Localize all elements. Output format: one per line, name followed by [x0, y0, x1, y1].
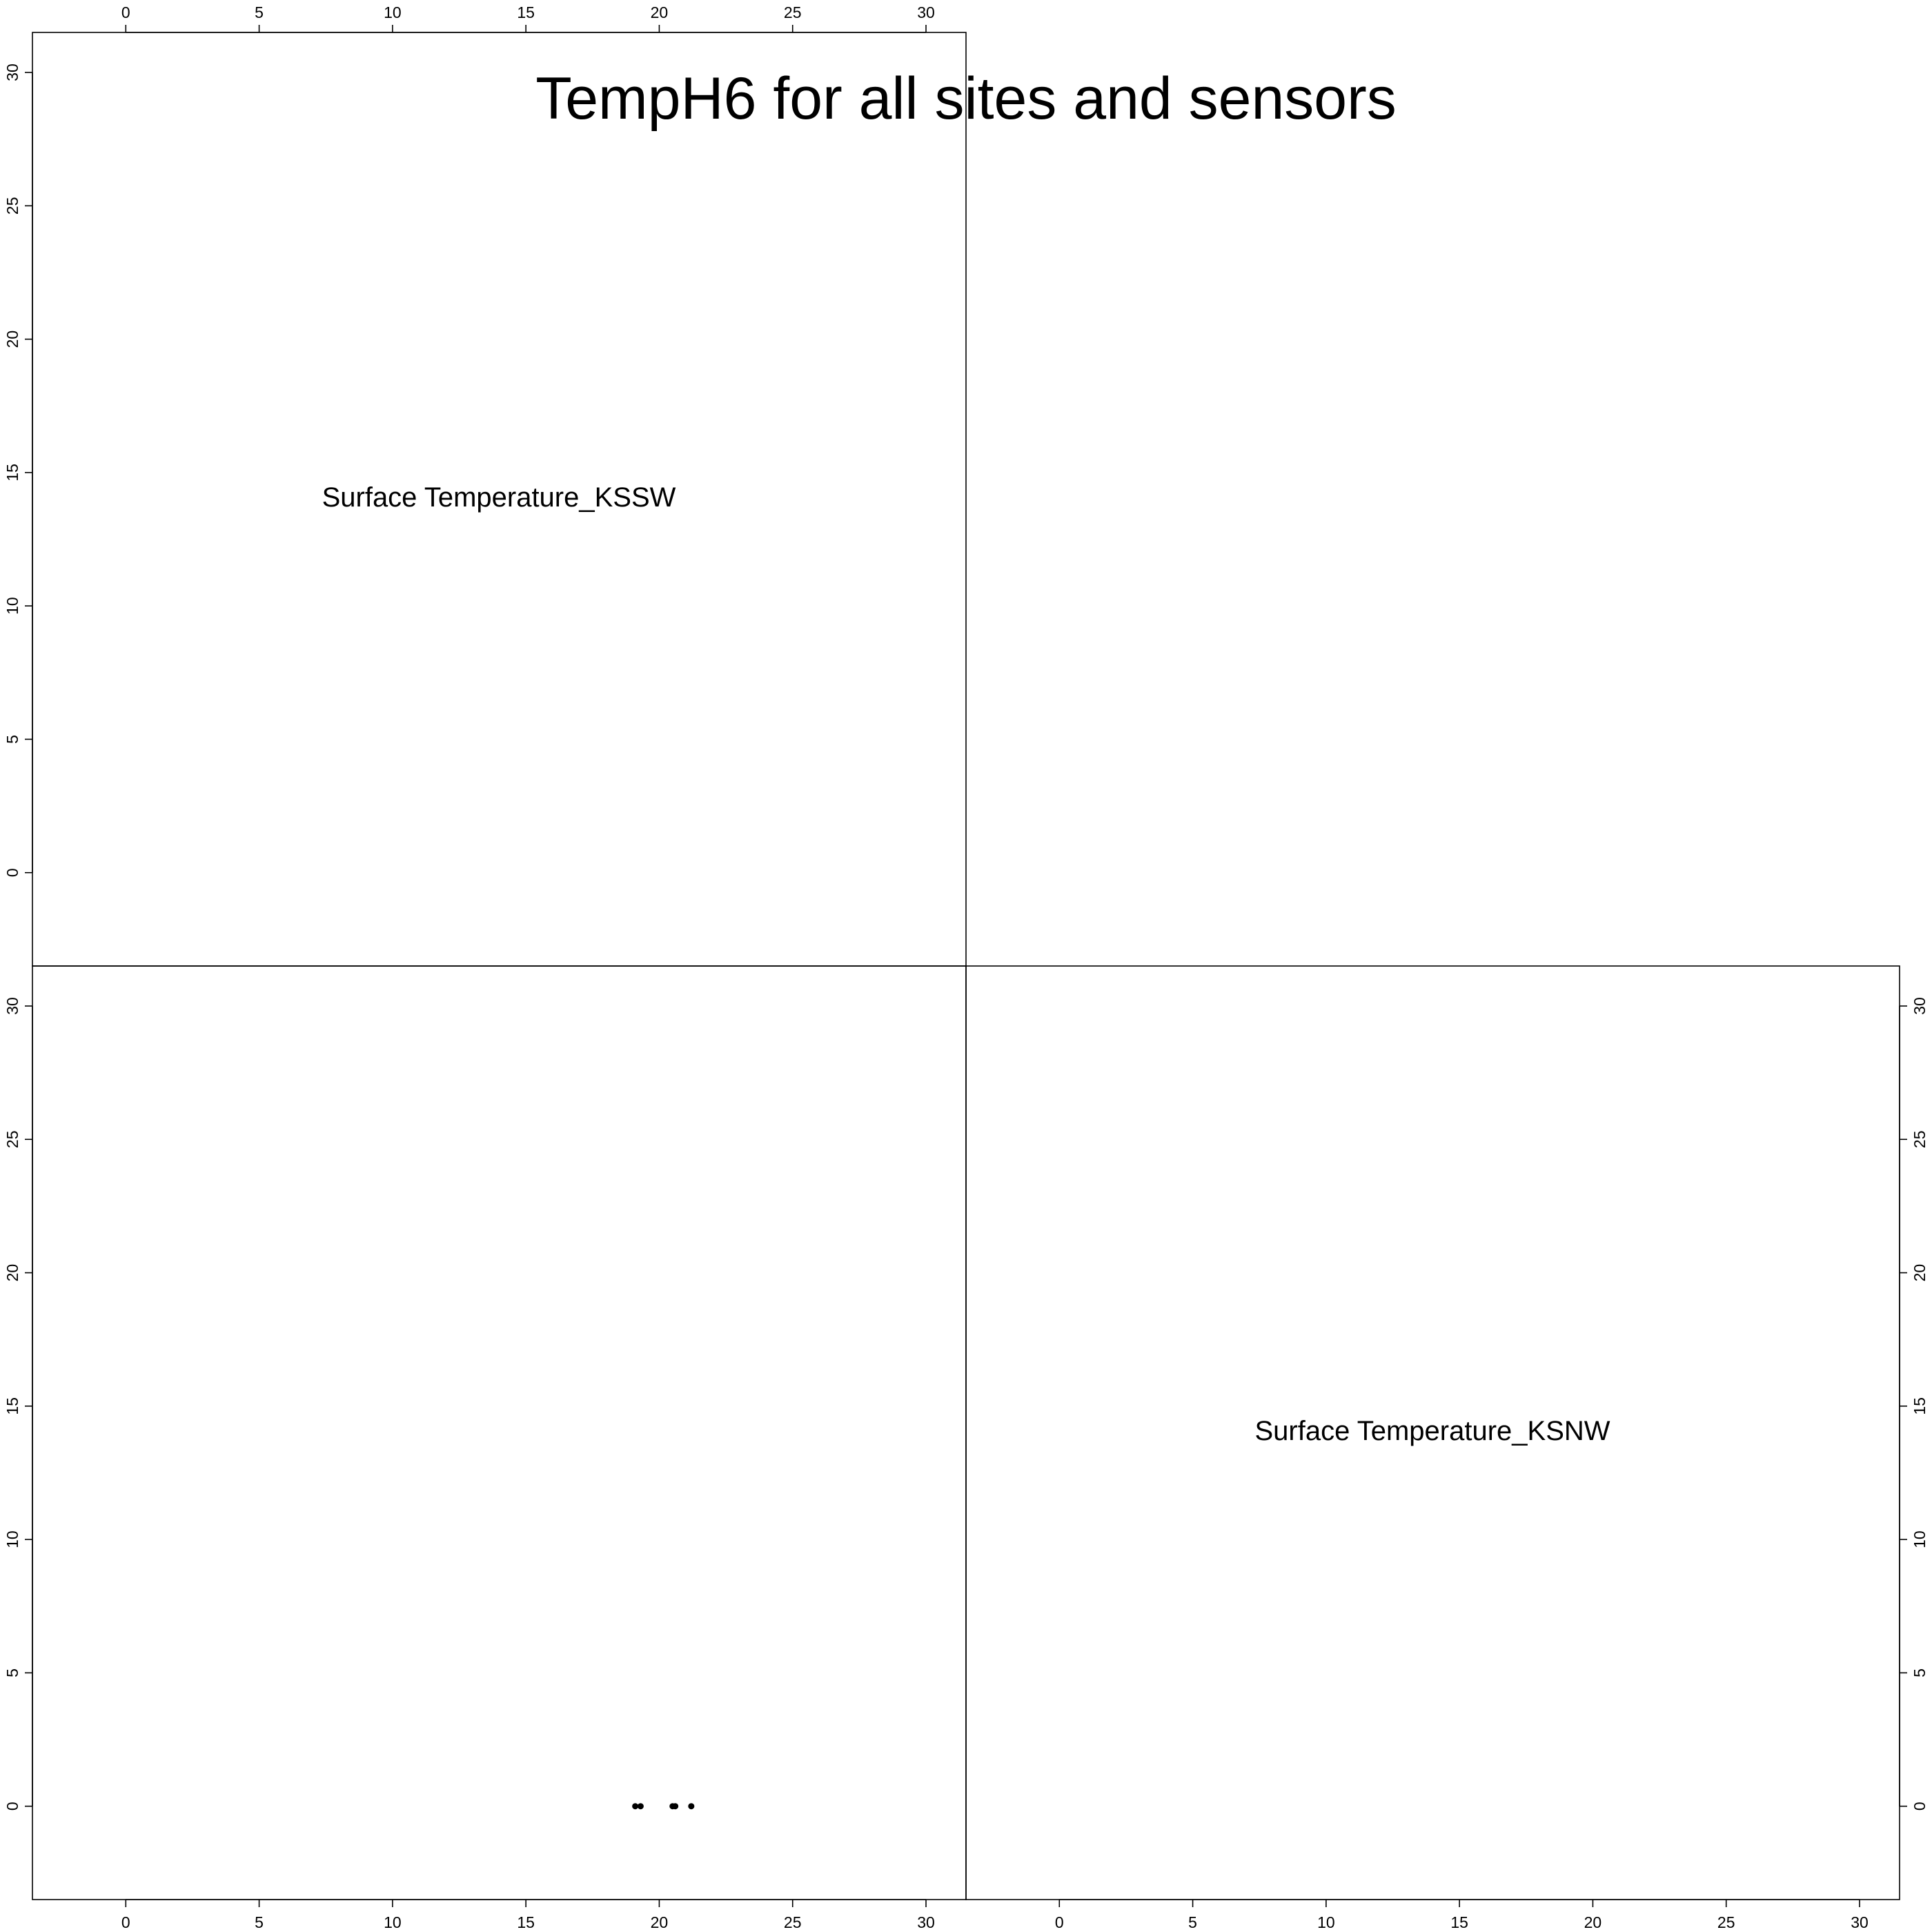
bottom-left-y-axis-tick-label: 15 [3, 1397, 21, 1415]
bottom-right-y-axis-tick-label: 20 [1911, 1264, 1929, 1282]
top-x-axis-tick-label: 0 [121, 3, 130, 21]
bottom-right-x-axis-tick-label: 15 [1450, 1913, 1468, 1931]
top-x-axis-tick-label: 5 [255, 3, 264, 21]
top-left-y-axis-tick-label: 30 [3, 63, 21, 81]
bottom-right-y-axis-tick-label: 0 [1911, 1802, 1929, 1811]
bottom-left-x-axis-tick-label: 30 [917, 1913, 935, 1931]
bottom-right-y-axis-tick-label: 5 [1911, 1668, 1929, 1677]
top-left-y-axis-tick-label: 5 [3, 735, 21, 744]
top-left-y-axis-tick-label: 25 [3, 197, 21, 215]
bottom-right-y-axis-tick-label: 25 [1911, 1130, 1929, 1148]
top-x-axis-tick-label: 20 [651, 3, 669, 21]
top-x-axis-tick-label: 15 [517, 3, 535, 21]
bottom-right-x-axis-tick-label: 25 [1717, 1913, 1735, 1931]
top-left-y-axis-tick-label: 15 [3, 464, 21, 482]
bottom-right-x-axis-tick-label: 5 [1188, 1913, 1197, 1931]
data-point [632, 1803, 639, 1810]
bottom-right-x-axis-tick-label: 0 [1055, 1913, 1064, 1931]
bottom-left-y-axis-tick-label: 30 [3, 997, 21, 1015]
bottom-right-x-axis-tick-label: 30 [1851, 1913, 1869, 1931]
bottom-right-x-axis-tick-label: 10 [1317, 1913, 1335, 1931]
bottom-left-x-axis-tick-label: 0 [121, 1913, 130, 1931]
bottom-right-y-axis-tick-label: 10 [1911, 1530, 1929, 1548]
bottom-left-y-axis-tick-label: 25 [3, 1130, 21, 1148]
data-point [672, 1803, 679, 1810]
top-x-axis-tick-label: 10 [384, 3, 402, 21]
axes-layer: 0 5 10 15 20 25 30 0 5 10 15 20 25 30 0 5 10 15 20 25 30 0 5 10… [3, 3, 1929, 1931]
data-point [637, 1803, 644, 1810]
bottom-right-y-axis-tick-label: 30 [1911, 997, 1929, 1015]
bottom-right-x-axis-tick-label: 20 [1584, 1913, 1602, 1931]
bottom-right-y-axis-tick-label: 15 [1911, 1397, 1929, 1415]
bottom-left-y-axis-tick-label: 5 [3, 1668, 21, 1677]
chart-title: TempH6 for all sites and sensors [535, 66, 1397, 132]
top-left-y-axis-tick-label: 0 [3, 868, 21, 877]
top-x-axis-tick-label: 30 [917, 3, 935, 21]
bottom-left-x-axis-tick-label: 10 [384, 1913, 402, 1931]
diagonal-label-kssw: Surface Temperature_KSSW [322, 482, 676, 513]
bottom-left-y-axis-tick-label: 10 [3, 1530, 21, 1548]
data-point [688, 1803, 695, 1810]
top-left-y-axis-tick-label: 20 [3, 331, 21, 348]
bottom-left-y-axis-tick-label: 0 [3, 1802, 21, 1811]
top-left-y-axis-tick-label: 10 [3, 597, 21, 615]
diagonal-label-ksnw: Surface Temperature_KSNW [1254, 1416, 1610, 1446]
bottom-left-x-axis-tick-label: 20 [651, 1913, 669, 1931]
top-x-axis-tick-label: 25 [784, 3, 802, 21]
bottom-left-x-axis-tick-label: 5 [255, 1913, 264, 1931]
bottom-left-x-axis-tick-label: 25 [784, 1913, 802, 1931]
panel-frame-bottom-left [32, 965, 967, 1900]
bottom-left-y-axis-tick-label: 20 [3, 1264, 21, 1282]
bottom-left-x-axis-tick-label: 15 [517, 1913, 535, 1931]
points-layer [632, 1803, 695, 1810]
